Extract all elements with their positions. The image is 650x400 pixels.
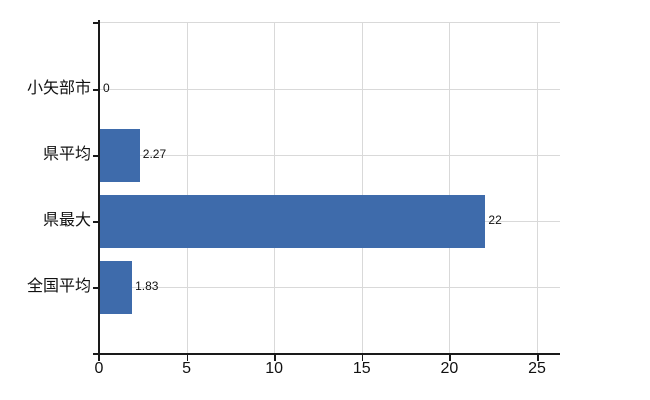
plot-top-gridline	[99, 22, 560, 23]
x-axis-tick	[361, 354, 364, 361]
bar	[100, 194, 486, 248]
bar	[100, 260, 133, 314]
y-axis-tick	[93, 287, 99, 289]
x-tick-label: 20	[440, 360, 459, 377]
x-tick-label: 25	[528, 360, 546, 377]
row-gridline	[99, 155, 560, 156]
bar-value-label: 22	[488, 213, 502, 227]
x-tick-label: 0	[94, 360, 104, 377]
bar	[100, 128, 140, 182]
row-gridline	[99, 89, 560, 90]
column-gridline	[361, 22, 363, 353]
bar-value-label: 2.27	[142, 147, 167, 161]
category-label: 全国平均	[26, 278, 91, 295]
column-gridline	[537, 22, 538, 353]
x-tick-label: 5	[182, 360, 192, 377]
bar-value-label: 0	[103, 81, 110, 95]
y-axis-line	[98, 20, 100, 361]
y-axis-tick	[93, 155, 99, 157]
category-label: 小矢部市	[26, 80, 91, 97]
row-gridline	[99, 287, 560, 288]
x-axis-tick	[186, 354, 189, 361]
x-tick-label: 10	[265, 360, 284, 377]
category-label: 県最大	[42, 212, 91, 229]
y-axis-top-tick	[93, 22, 99, 24]
x-axis-tick	[449, 354, 451, 361]
y-axis-tick	[93, 89, 99, 91]
x-tick-label: 15	[352, 360, 371, 377]
bar-value-label: 1.83	[135, 279, 159, 293]
column-gridline	[186, 22, 188, 353]
category-label: 県平均	[42, 146, 91, 163]
x-axis-tick	[274, 354, 276, 361]
y-axis-tick	[93, 221, 99, 223]
x-axis-line	[93, 353, 560, 355]
column-gridline	[449, 22, 451, 353]
x-axis-tick	[537, 354, 539, 361]
column-gridline	[274, 22, 276, 353]
